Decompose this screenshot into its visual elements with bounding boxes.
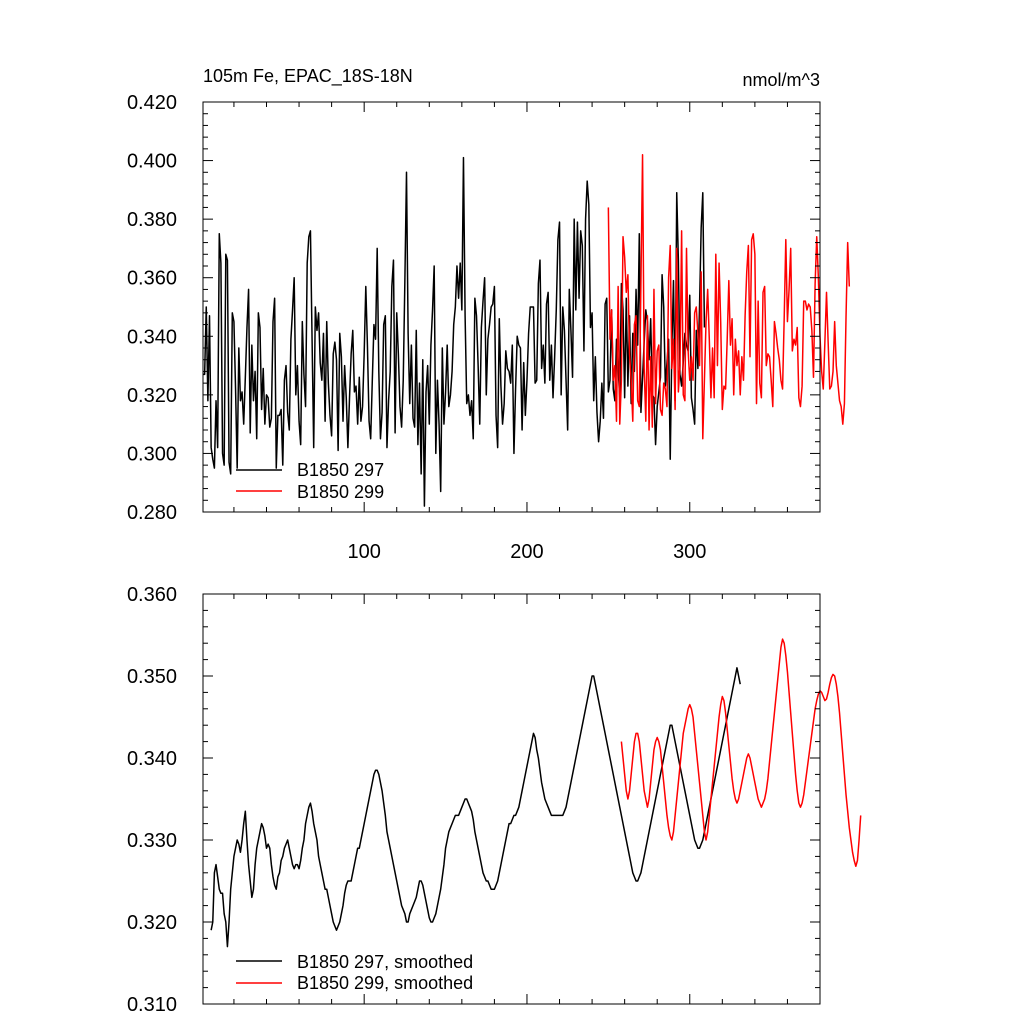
bottom-ytick-label: 0.330 xyxy=(127,830,177,852)
bottom-panel-series xyxy=(210,638,862,948)
top-panel-y-tick-labels: 0.280 0.300 0.320 0.340 0.360 0.380 0.400 0.420 xyxy=(127,92,177,524)
legend-label-b1850-297-smoothed: B1850 297, smoothed xyxy=(297,952,473,972)
top-panel-series xyxy=(203,153,851,507)
bottom-ytick-label: 0.350 xyxy=(127,666,177,688)
top-ytick-label: 0.360 xyxy=(127,268,177,290)
top-panel: 0.280 0.300 0.320 0.340 0.360 0.380 0.400 0.420… xyxy=(127,92,851,563)
bottom-panel-frame xyxy=(202,593,821,1005)
bottom-panel-legend: B1850 297, smoothed B1850 299, smoothed xyxy=(236,952,473,993)
top-ytick-label: 0.420 xyxy=(127,92,177,114)
top-panel-legend: B1850 297 B1850 299 xyxy=(236,460,384,502)
bottom-ytick-label: 0.340 xyxy=(127,748,177,770)
bottom-ytick-label: 0.320 xyxy=(127,912,177,934)
bottom-panel: 0.310 0.320 0.330 0.340 0.350 0.360 B1850 297… xyxy=(127,584,862,1016)
legend-label-b1850-299-smoothed: B1850 299, smoothed xyxy=(297,973,473,993)
top-panel-frame xyxy=(202,101,821,513)
bottom-panel-y-tick-labels: 0.310 0.320 0.330 0.340 0.350 0.360 xyxy=(127,584,177,1016)
legend-label-b1850-297: B1850 297 xyxy=(297,460,384,480)
top-series-line-b1850-297 xyxy=(203,156,706,507)
bottom-series-line-b1850-299-smoothed xyxy=(620,638,862,867)
top-xtick-label: 200 xyxy=(510,541,543,563)
top-ytick-label: 0.280 xyxy=(127,502,177,524)
top-panel-x-tick-labels: 100 200 300 xyxy=(347,541,706,563)
top-ytick-label: 0.320 xyxy=(127,385,177,407)
top-series-line-b1850-299 xyxy=(607,153,851,440)
bottom-series-line-b1850-297-smoothed xyxy=(210,667,741,948)
top-ytick-label: 0.380 xyxy=(127,209,177,231)
top-ytick-label: 0.400 xyxy=(127,151,177,173)
top-panel-units: nmol/m^3 xyxy=(743,70,820,90)
bottom-ytick-label: 0.310 xyxy=(127,994,177,1016)
legend-label-b1850-299: B1850 299 xyxy=(297,482,384,502)
top-xtick-label: 100 xyxy=(347,541,380,563)
bottom-ytick-label: 0.360 xyxy=(127,584,177,606)
top-ytick-label: 0.340 xyxy=(127,326,177,348)
top-ytick-label: 0.300 xyxy=(127,443,177,465)
top-panel-title: 105m Fe, EPAC_18S-18N xyxy=(203,66,413,87)
top-xtick-label: 300 xyxy=(673,541,706,563)
